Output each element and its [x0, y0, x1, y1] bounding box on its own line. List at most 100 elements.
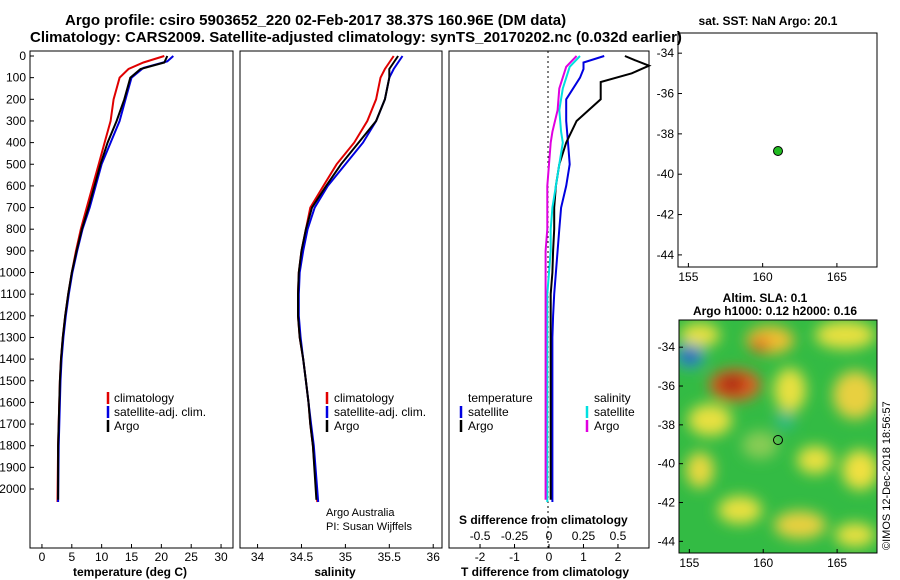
depth-tick-label: 800: [6, 222, 26, 236]
salinity-xlabel: salinity: [314, 565, 356, 579]
temperature-legend: climatology satellite-adj. clim. Argo: [106, 391, 206, 433]
map-y-tick-label: -42: [657, 208, 675, 222]
legend-temperature-title: temperature: [468, 391, 533, 405]
sst-map-frame: [677, 32, 878, 268]
t-difference-xlabel: T difference from climatology: [461, 565, 629, 579]
map-y-tick-label: -34: [658, 340, 676, 354]
x-tick-label: 36: [427, 550, 441, 564]
legend-satellite-label: satellite-adj. clim.: [114, 405, 206, 419]
depth-tick-label: 1400: [0, 352, 26, 366]
x-tick-label: -2: [475, 550, 486, 564]
legend-climatology-label: climatology: [114, 391, 174, 405]
depth-tick-label: 0: [19, 49, 26, 63]
sla-map-title: Altim. SLA: 0.1: [723, 291, 808, 305]
float-position-marker: [773, 146, 783, 156]
sla-heatmap: [679, 320, 877, 553]
depth-tick-label: 600: [6, 179, 26, 193]
s-difference-label: S difference from climatology: [459, 513, 628, 527]
x-tick-label: 34: [251, 550, 265, 564]
x-tick-label: 0.5: [610, 529, 627, 543]
depth-tick-label: 1500: [0, 374, 26, 388]
legend-argo-label: Argo: [114, 419, 140, 433]
x-tick-label: -1: [509, 550, 520, 564]
temperature-panel: 0 5 10 15 20 25 30 temperature (deg C) climato…: [29, 50, 234, 579]
map-x-tick-label: 155: [678, 270, 698, 284]
x-tick-label: 0.25: [572, 529, 596, 543]
difference-panel-frame: [448, 50, 650, 549]
map-y-tick-label: -44: [657, 248, 675, 262]
salinity-panel-frame: [239, 50, 443, 549]
legend-s-satellite-label: satellite: [594, 405, 635, 419]
depth-tick-label: 500: [6, 157, 26, 171]
map-y-tick-label: -38: [658, 418, 676, 432]
sst-map-title: sat. SST: NaN Argo: 20.1: [699, 14, 838, 28]
series-line-argo: [57, 55, 169, 500]
depth-tick-label: 1900: [0, 460, 26, 474]
x-tick-label: 10: [95, 550, 109, 564]
depth-tick-label: 1800: [0, 439, 26, 453]
sla-map-frame: [678, 319, 878, 554]
map-x-tick-label: 165: [827, 556, 847, 570]
x-tick-label: 35.5: [378, 550, 402, 564]
map-y-tick-label: -40: [658, 457, 676, 471]
series-line-climatology: [56, 55, 165, 503]
legend-salinity-title: salinity: [594, 391, 631, 405]
depth-tick-label: 1200: [0, 309, 26, 323]
map-y-tick-label: -38: [657, 127, 675, 141]
temperature-xlabel: temperature (deg C): [73, 565, 187, 579]
map-x-tick-label: 160: [753, 556, 773, 570]
depth-tick-label: 400: [6, 136, 26, 150]
depth-tick-label: 200: [6, 92, 26, 106]
credit-pi: PI: Susan Wijffels: [326, 521, 412, 533]
legend-s-argo-label: Argo: [594, 419, 620, 433]
map-y-tick-label: -40: [657, 167, 675, 181]
depth-tick-label: 100: [6, 71, 26, 85]
map-y-tick-label: -34: [657, 46, 675, 60]
x-tick-label: 35: [339, 550, 353, 564]
x-tick-label: 0: [546, 529, 553, 543]
legend-t-argo-label: Argo: [468, 419, 494, 433]
x-tick-label: 2: [615, 550, 622, 564]
depth-axis: 0 100 200 300 400 500 600 700 800 900 1000 1100 1200…: [0, 49, 34, 496]
depth-tick-label: 1300: [0, 330, 26, 344]
map-y-tick-label: -36: [658, 379, 676, 393]
depth-tick-label: 1100: [0, 287, 26, 301]
map-y-tick-label: -44: [658, 534, 676, 548]
series-line-satellite-adj-clim-: [297, 55, 404, 503]
sst-map-panel: sat. SST: NaN Argo: 20.1 -34 -36 -38 -40 -42…: [657, 14, 878, 284]
map-x-tick-label: 155: [679, 556, 699, 570]
depth-tick-label: 1000: [0, 266, 26, 280]
depth-tick-label: 2000: [0, 482, 26, 496]
temperature-panel-frame: [29, 50, 234, 549]
x-tick-label: -0.5: [470, 529, 491, 543]
x-tick-label: 15: [125, 550, 139, 564]
x-tick-label: 5: [68, 550, 75, 564]
legend-satellite-label: satellite-adj. clim.: [334, 405, 426, 419]
depth-tick-label: 300: [6, 114, 26, 128]
difference-legend: temperature satellite Argo salinity sate…: [459, 391, 635, 433]
salinity-panel: 34 34.5 35 35.5 36 salinity climatology sate…: [239, 50, 443, 579]
x-tick-label: 0: [546, 550, 553, 564]
legend-t-satellite-label: satellite: [468, 405, 509, 419]
map-y-tick-label: -42: [658, 496, 676, 510]
title-line-2: Climatology: CARS2009. Satellite-adjuste…: [30, 29, 682, 46]
series-line-salinity-argo: [544, 55, 578, 500]
x-tick-label: 30: [214, 550, 228, 564]
title-line-1: Argo profile: csiro 5903652_220 02-Feb-2…: [65, 12, 566, 29]
map-y-tick-label: -36: [657, 87, 675, 101]
x-tick-label: 1: [580, 550, 587, 564]
x-tick-label: 20: [155, 550, 169, 564]
map-x-tick-label: 160: [753, 270, 773, 284]
series-line-temperature-satellite: [551, 55, 605, 502]
depth-tick-label: 900: [6, 244, 26, 258]
legend-climatology-label: climatology: [334, 391, 394, 405]
x-tick-label: 25: [185, 550, 199, 564]
series-line-argo: [297, 55, 399, 500]
depth-tick-label: 1600: [0, 395, 26, 409]
series-line-temperature-argo: [549, 55, 652, 500]
copyright-timestamp: ©IMOS 12-Dec-2018 18:56:57: [881, 401, 893, 550]
sla-map-panel: Altim. SLA: 0.1 Argo h1000: 0.12 h2000: …: [658, 291, 893, 570]
x-tick-label: 34.5: [290, 550, 314, 564]
difference-panel: -2 -1 0 1 2 -0.5 -0.25 0 0.25 0.5 S difference f…: [448, 50, 652, 579]
